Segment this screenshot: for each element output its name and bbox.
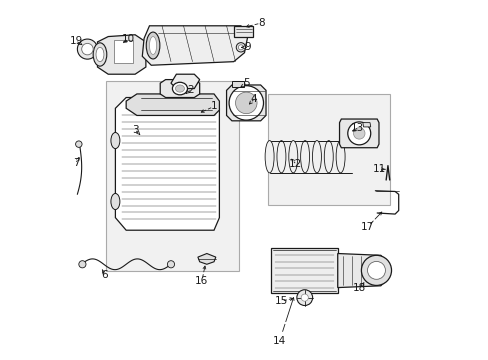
Text: 17: 17: [360, 222, 373, 232]
Polygon shape: [271, 248, 337, 293]
Polygon shape: [97, 35, 145, 74]
Text: 9: 9: [244, 42, 250, 52]
Polygon shape: [171, 74, 199, 89]
Text: 11: 11: [372, 164, 385, 174]
Polygon shape: [113, 40, 133, 63]
Ellipse shape: [96, 47, 104, 62]
Text: 8: 8: [258, 18, 264, 28]
Polygon shape: [198, 253, 215, 264]
Circle shape: [296, 290, 312, 306]
Text: 10: 10: [122, 35, 135, 44]
Text: 5: 5: [243, 78, 249, 88]
Text: 14: 14: [272, 336, 285, 346]
Circle shape: [301, 294, 308, 301]
Circle shape: [347, 122, 370, 145]
Ellipse shape: [149, 37, 156, 54]
Polygon shape: [115, 98, 219, 230]
Circle shape: [228, 86, 263, 120]
Ellipse shape: [146, 32, 160, 59]
Polygon shape: [339, 119, 378, 148]
Text: 15: 15: [274, 296, 287, 306]
Polygon shape: [233, 26, 253, 37]
Polygon shape: [362, 123, 370, 127]
Circle shape: [353, 128, 364, 139]
Text: 7: 7: [73, 158, 79, 168]
Polygon shape: [142, 26, 247, 65]
Ellipse shape: [335, 140, 345, 173]
Ellipse shape: [111, 132, 120, 149]
Text: 18: 18: [352, 283, 365, 293]
Circle shape: [361, 255, 391, 285]
Circle shape: [81, 43, 93, 55]
Circle shape: [77, 39, 97, 59]
Text: 12: 12: [288, 159, 302, 169]
Polygon shape: [226, 85, 265, 121]
Polygon shape: [337, 253, 384, 288]
Text: 4: 4: [250, 94, 257, 104]
Ellipse shape: [288, 140, 297, 173]
Bar: [267, 94, 389, 205]
Ellipse shape: [111, 193, 120, 210]
Circle shape: [238, 45, 243, 50]
Ellipse shape: [93, 43, 106, 66]
Text: 16: 16: [195, 276, 208, 286]
Circle shape: [236, 42, 245, 52]
Circle shape: [79, 261, 86, 268]
Ellipse shape: [172, 82, 187, 95]
Ellipse shape: [312, 140, 321, 173]
Text: 1: 1: [210, 102, 217, 112]
Text: 19: 19: [69, 36, 82, 46]
Ellipse shape: [175, 85, 184, 92]
Text: 2: 2: [187, 85, 194, 95]
Circle shape: [235, 92, 257, 114]
Text: 6: 6: [101, 270, 108, 280]
Text: 3: 3: [132, 125, 138, 135]
Polygon shape: [126, 94, 219, 116]
Text: 13: 13: [350, 123, 364, 133]
Polygon shape: [160, 80, 199, 98]
Circle shape: [167, 261, 174, 268]
Polygon shape: [96, 44, 104, 54]
Ellipse shape: [264, 140, 274, 173]
Circle shape: [76, 141, 82, 147]
Bar: [106, 81, 239, 271]
Circle shape: [367, 261, 385, 279]
Polygon shape: [231, 81, 244, 87]
